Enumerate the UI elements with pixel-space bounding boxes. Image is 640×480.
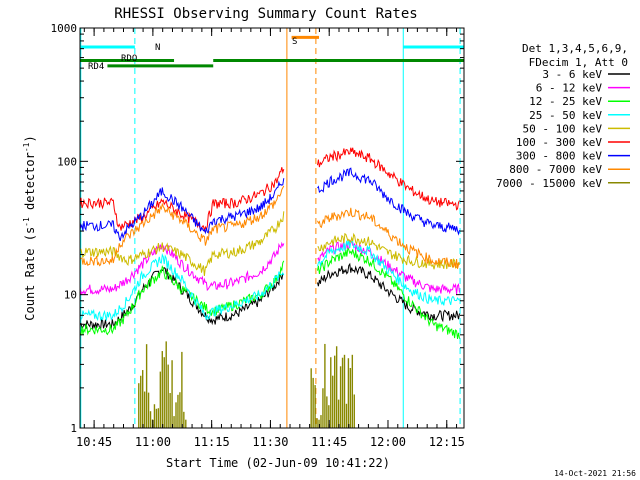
legend-label: 50 - 100 keV bbox=[523, 122, 603, 135]
series-6-post bbox=[317, 167, 460, 236]
series-0-post bbox=[317, 262, 460, 323]
y-tick-label: 10 bbox=[64, 289, 77, 302]
legend-label: 25 - 50 keV bbox=[529, 109, 602, 122]
ylabel-sup1: -1 bbox=[22, 217, 31, 227]
label-s: S bbox=[292, 37, 297, 47]
y-tick-label: 1000 bbox=[51, 22, 78, 35]
x-tick-label: 11:15 bbox=[194, 435, 230, 449]
x-tick-label: 10:45 bbox=[76, 435, 112, 449]
series-4-post bbox=[317, 232, 460, 270]
y-tick-label: 100 bbox=[57, 155, 77, 168]
series-4-pre bbox=[79, 211, 285, 277]
series-7-post bbox=[317, 207, 460, 269]
y-tick-label: 1 bbox=[70, 422, 77, 435]
chart-title: RHESSI Observing Summary Count Rates bbox=[114, 6, 417, 22]
timestamp: 14-Oct-2021 21:56 bbox=[554, 469, 636, 478]
series-3-pre bbox=[79, 253, 285, 322]
series-7-pre bbox=[79, 185, 285, 267]
svg-text:Count Rate (s-1 detector-1): Count Rate (s-1 detector-1) bbox=[22, 135, 37, 320]
series-3-post bbox=[317, 239, 460, 306]
legend-label: 800 - 7000 keV bbox=[509, 163, 602, 176]
ylabel-sup2: -1 bbox=[22, 142, 31, 152]
ylabel-suffix: ) bbox=[23, 135, 37, 142]
x-tick-label: 11:30 bbox=[252, 435, 288, 449]
label-n: N bbox=[155, 43, 160, 53]
x-tick-label: 12:00 bbox=[370, 435, 406, 449]
series-1-post bbox=[317, 239, 460, 295]
series-5-pre bbox=[79, 167, 285, 233]
axes: 1 10 100 1000 10:45 11:00 11:15 11:30 11:45 12:00… bbox=[51, 22, 465, 449]
series-2-pre bbox=[79, 260, 285, 336]
x-tick-label: 11:45 bbox=[311, 435, 347, 449]
series-6-pre bbox=[79, 178, 285, 242]
plot-area: N RDO RD4 S bbox=[79, 28, 464, 428]
ylabel-prefix: Count Rate (s bbox=[23, 227, 37, 321]
y-axis-label: Count Rate (s-1 detector-1) bbox=[22, 135, 37, 320]
legend-label: 100 - 300 keV bbox=[516, 136, 602, 149]
legend-header-line: Det 1,3,4,5,6,9, bbox=[522, 42, 628, 55]
label-rdo: RDO bbox=[121, 54, 137, 64]
legend-label: 300 - 800 keV bbox=[516, 150, 602, 163]
x-tick-label: 12:15 bbox=[429, 435, 465, 449]
x-axis-label: Start Time (02-Jun-09 10:41:22) bbox=[166, 456, 390, 470]
legend-label: 12 - 25 keV bbox=[529, 95, 602, 108]
legend-label: 6 - 12 keV bbox=[536, 82, 603, 95]
series-1-pre bbox=[79, 241, 285, 296]
series-2-post bbox=[317, 247, 460, 339]
legend-label: 3 - 6 keV bbox=[542, 68, 602, 81]
x-tick-label: 11:00 bbox=[135, 435, 171, 449]
ylabel-mid: detector bbox=[23, 152, 37, 217]
plot-frame bbox=[79, 27, 465, 429]
legend-header-line: FDecim 1, Att 0 bbox=[529, 56, 628, 69]
legend: Det 1,3,4,5,6,9,FDecim 1, Att 03 - 6 keV… bbox=[496, 42, 630, 190]
label-rd4: RD4 bbox=[88, 62, 104, 72]
legend-label: 7000 - 15000 keV bbox=[496, 177, 602, 190]
series-5-post bbox=[317, 147, 460, 211]
